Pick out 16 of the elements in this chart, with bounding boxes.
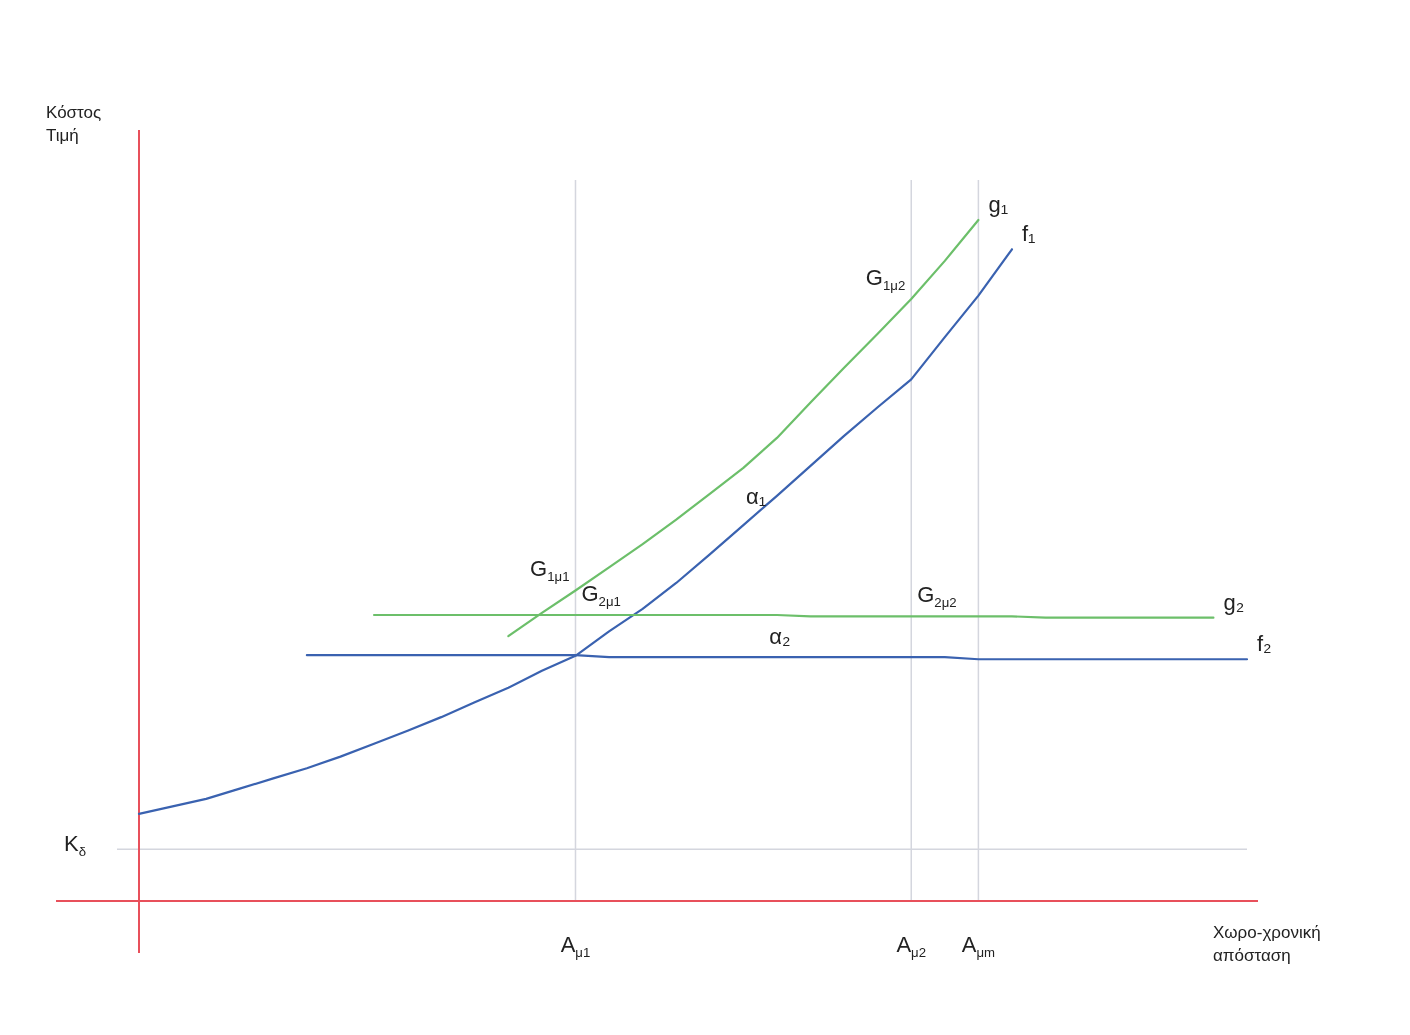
- series-label: g₂: [1223, 589, 1245, 615]
- series-label: f₂: [1257, 631, 1272, 657]
- y-axis-title: Κόστος Τιμή: [46, 103, 102, 145]
- annotation: α₁: [745, 483, 767, 509]
- x-tick-label: A$_{μ2}$: [896, 931, 927, 960]
- annotation: G$_{2μ2}$: [917, 582, 957, 611]
- annotation: G$_{1μ2}$: [865, 264, 906, 293]
- ref-line-label: K$_{δ}$: [64, 831, 87, 860]
- x-axis-title: Χωρο-χρονική απόσταση: [1213, 923, 1321, 965]
- series-label: g₁: [988, 191, 1009, 217]
- annotation: G$_{2μ1}$: [581, 580, 621, 609]
- annotation: α₂: [769, 623, 791, 649]
- x-tick-label: A$_{μ1}$: [560, 931, 591, 960]
- series-label: f₁: [1021, 221, 1036, 247]
- annotation: G$_{1μ1}$: [530, 556, 570, 585]
- x-tick-label: A$_{μm}$: [961, 931, 996, 960]
